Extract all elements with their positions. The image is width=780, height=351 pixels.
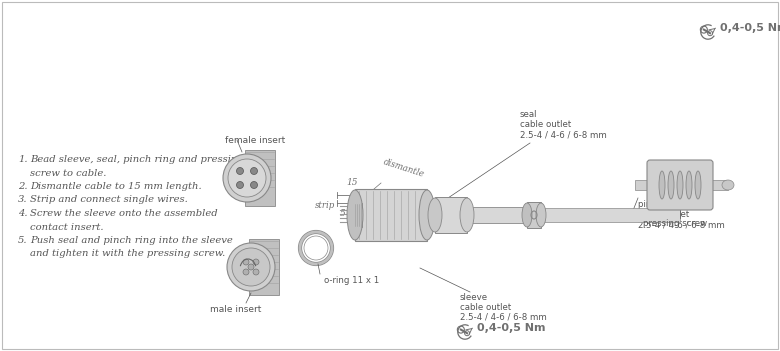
Ellipse shape xyxy=(228,159,266,197)
Bar xyxy=(249,239,279,295)
Ellipse shape xyxy=(668,171,674,199)
Text: strip: strip xyxy=(315,200,335,210)
Text: 5: 5 xyxy=(340,209,346,218)
Ellipse shape xyxy=(304,236,328,260)
Text: 2.: 2. xyxy=(18,182,27,191)
Text: 2.5-4 / 4-6 / 6-8 mm: 2.5-4 / 4-6 / 6-8 mm xyxy=(520,130,607,139)
Text: 3.: 3. xyxy=(18,196,27,205)
Text: and tighten it with the pressing screw.: and tighten it with the pressing screw. xyxy=(30,250,225,258)
Text: pinch ring: pinch ring xyxy=(638,200,681,209)
Ellipse shape xyxy=(428,198,442,232)
Ellipse shape xyxy=(253,269,259,275)
Text: 5.: 5. xyxy=(18,236,27,245)
Text: 15: 15 xyxy=(346,178,358,187)
Text: Strip and connect single wires.: Strip and connect single wires. xyxy=(30,196,188,205)
Text: 0,4-0,5 Nm: 0,4-0,5 Nm xyxy=(477,323,545,333)
Bar xyxy=(435,197,467,233)
Ellipse shape xyxy=(248,264,254,270)
Ellipse shape xyxy=(243,259,249,265)
Text: o-ring 11 x 1: o-ring 11 x 1 xyxy=(324,276,379,285)
Bar xyxy=(467,207,527,223)
Ellipse shape xyxy=(232,248,270,286)
Text: dismantle: dismantle xyxy=(382,157,425,179)
Text: Dismantle cable to 15 mm length.: Dismantle cable to 15 mm length. xyxy=(30,182,201,191)
Text: cable outlet: cable outlet xyxy=(520,120,571,129)
Ellipse shape xyxy=(253,259,259,265)
Ellipse shape xyxy=(243,269,249,275)
Bar xyxy=(706,180,728,190)
Text: sleeve: sleeve xyxy=(460,293,488,302)
Bar xyxy=(355,189,427,241)
Text: male insert: male insert xyxy=(211,305,261,314)
Ellipse shape xyxy=(250,167,257,174)
Ellipse shape xyxy=(347,190,363,240)
Ellipse shape xyxy=(419,190,435,240)
Text: 0,4-0,5 Nm: 0,4-0,5 Nm xyxy=(720,23,780,33)
Text: Bead sleeve, seal, pinch ring and pressing: Bead sleeve, seal, pinch ring and pressi… xyxy=(30,155,244,164)
Text: pressing screw: pressing screw xyxy=(643,219,707,228)
Ellipse shape xyxy=(695,171,701,199)
Ellipse shape xyxy=(236,181,243,188)
Text: 2.5-4 / 4-6 / 6-8 mm: 2.5-4 / 4-6 / 6-8 mm xyxy=(460,313,547,322)
Text: contact insert.: contact insert. xyxy=(30,223,104,232)
Text: 1.: 1. xyxy=(18,155,27,164)
Text: cable outlet: cable outlet xyxy=(460,303,511,312)
Ellipse shape xyxy=(536,203,546,227)
Text: screw to cable.: screw to cable. xyxy=(30,168,106,178)
Text: cable outlet: cable outlet xyxy=(638,210,690,219)
Bar xyxy=(527,202,541,228)
Ellipse shape xyxy=(522,203,532,227)
Text: 2.5-4 / 4-6 / 6-8 mm: 2.5-4 / 4-6 / 6-8 mm xyxy=(638,220,725,229)
Text: female insert: female insert xyxy=(225,136,285,145)
Bar xyxy=(354,203,362,227)
Ellipse shape xyxy=(250,181,257,188)
Text: Screw the sleeve onto the assembled: Screw the sleeve onto the assembled xyxy=(30,209,218,218)
FancyBboxPatch shape xyxy=(647,160,713,210)
Text: Push seal and pinch ring into the sleeve: Push seal and pinch ring into the sleeve xyxy=(30,236,232,245)
Ellipse shape xyxy=(227,243,275,291)
Bar xyxy=(541,208,680,222)
Bar xyxy=(245,150,275,206)
Ellipse shape xyxy=(686,171,692,199)
Ellipse shape xyxy=(236,167,243,174)
Text: 4.: 4. xyxy=(18,209,27,218)
Bar xyxy=(635,180,651,190)
Ellipse shape xyxy=(659,171,665,199)
Ellipse shape xyxy=(722,180,734,190)
Ellipse shape xyxy=(223,154,271,202)
Text: seal: seal xyxy=(520,110,537,119)
Ellipse shape xyxy=(677,171,683,199)
Ellipse shape xyxy=(460,198,474,232)
